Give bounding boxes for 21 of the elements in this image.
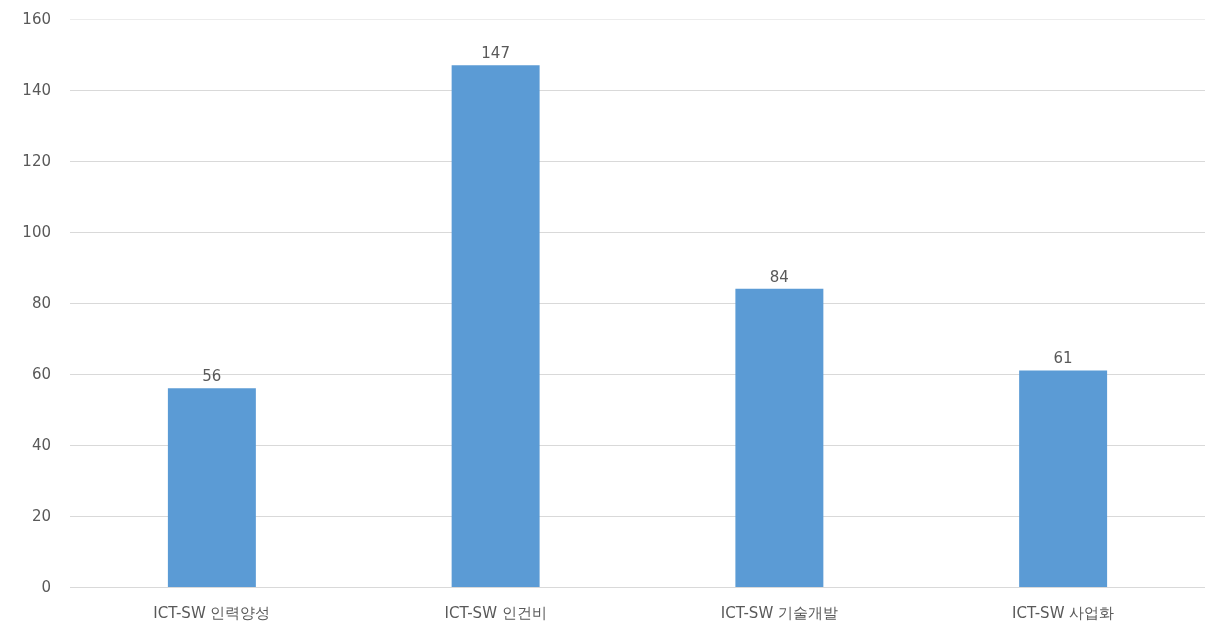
y-tick-label: 20 bbox=[31, 507, 51, 526]
bar bbox=[451, 65, 540, 587]
y-tick-label: 160 bbox=[22, 10, 51, 29]
bar bbox=[1019, 370, 1108, 587]
y-tick-label: 100 bbox=[22, 223, 51, 242]
y-tick-label: 140 bbox=[22, 81, 51, 100]
x-tick-label: ICT-SW 기술개발 bbox=[720, 604, 838, 622]
x-tick-label: ICT-SW 인건비 bbox=[444, 604, 547, 622]
y-tick-label: 80 bbox=[31, 294, 51, 313]
bar bbox=[167, 388, 256, 587]
data-label: 56 bbox=[202, 367, 222, 386]
data-label: 84 bbox=[769, 267, 789, 286]
x-tick-label: ICT-SW 인력양성 bbox=[153, 604, 271, 622]
y-tick-label: 0 bbox=[41, 578, 51, 597]
data-label: 147 bbox=[481, 44, 510, 63]
bar bbox=[735, 288, 824, 587]
x-tick-label: ICT-SW 사업화 bbox=[1012, 604, 1115, 622]
y-tick-label: 40 bbox=[31, 436, 51, 455]
data-label: 61 bbox=[1053, 349, 1073, 368]
y-tick-label: 120 bbox=[22, 152, 51, 171]
y-tick-label: 60 bbox=[31, 365, 51, 384]
